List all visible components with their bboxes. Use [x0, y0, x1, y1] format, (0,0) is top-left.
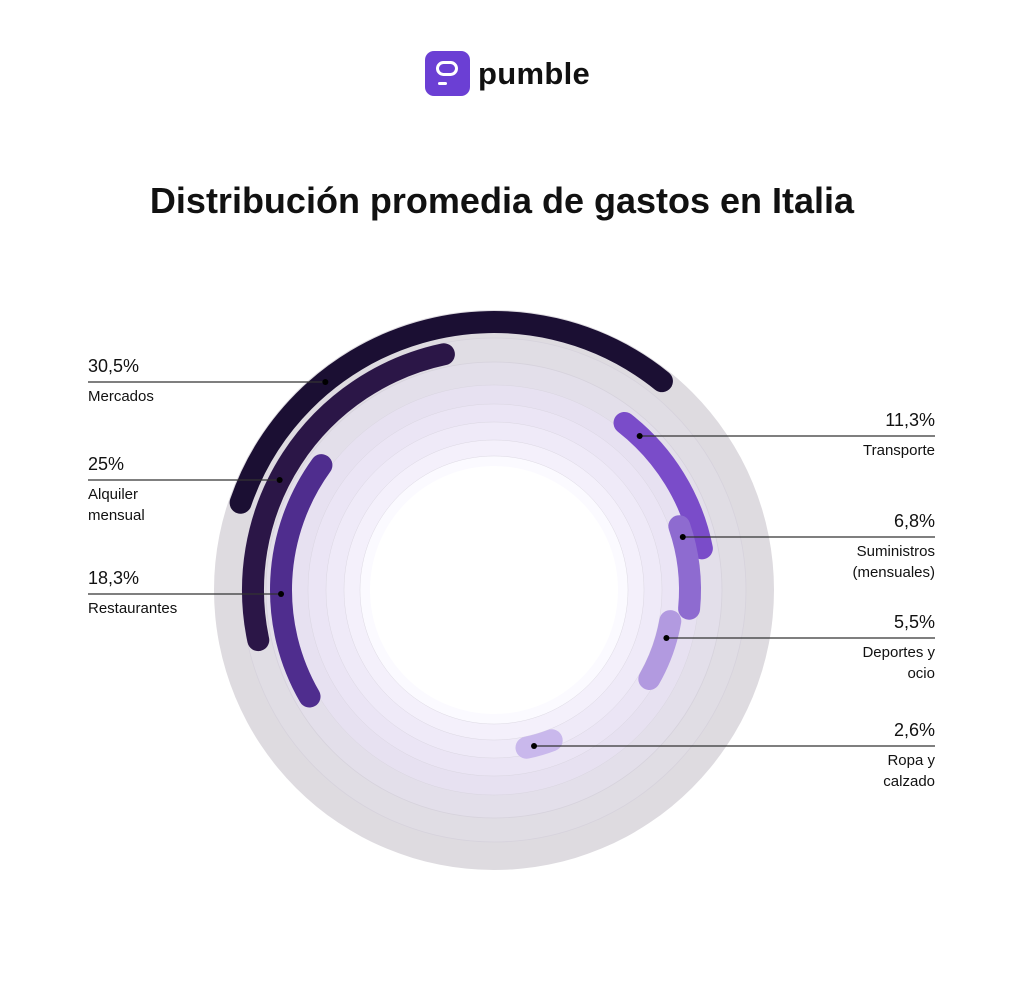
chart-center — [370, 466, 618, 714]
leader-dot — [322, 379, 329, 385]
value-label: 11,3% — [885, 410, 935, 430]
leader-dot — [679, 534, 686, 540]
value-label: 25% — [88, 454, 125, 474]
bar-deportes-y-ocio — [638, 610, 682, 690]
logo-text: pumble — [478, 55, 591, 91]
bar-ropa-y-calzado — [515, 729, 563, 759]
category-label: Deportes y — [862, 644, 935, 661]
pumble-logo: pumble — [425, 51, 590, 96]
category-label: calzado — [883, 773, 935, 790]
value-label: 2,6% — [893, 720, 935, 740]
leader-dot — [531, 743, 538, 749]
data-label: 11,3% Transporte — [863, 409, 935, 461]
category-label: Alquiler — [88, 486, 139, 503]
value-label: 18,3% — [88, 568, 140, 588]
category-label: Ropa y — [887, 752, 935, 769]
chart-title: Distribución promedia de gastos en Itali… — [149, 180, 855, 221]
category-label: mensual — [88, 507, 145, 524]
bar-mercados — [229, 311, 673, 514]
category-label: Transporte — [863, 442, 935, 459]
bar-alquiler-mensual — [242, 343, 455, 652]
leader-dot — [636, 433, 643, 439]
leader-dot — [663, 635, 670, 641]
bar-suministros-mensuales- — [668, 515, 701, 620]
pumble-logo-icon — [425, 51, 470, 96]
data-label: 2,6% Ropa y calzado — [883, 719, 935, 792]
data-label: 5,5% Deportes y ocio — [862, 611, 935, 684]
data-label: 18,3% Restaurantes — [88, 567, 177, 619]
data-label: 30,5% Mercados — [88, 355, 154, 407]
category-label: (mensuales) — [852, 564, 935, 581]
value-label: 5,5% — [893, 612, 935, 632]
value-label: 30,5% — [88, 356, 140, 376]
bar-restaurantes — [270, 454, 333, 708]
category-label: ocio — [907, 665, 935, 682]
data-label: 25% Alquiler mensual — [88, 453, 145, 526]
value-label: 6,8% — [893, 511, 935, 531]
category-label: Restaurantes — [88, 600, 178, 617]
category-label: Mercados — [88, 388, 154, 405]
leader-dot — [278, 591, 285, 597]
data-label: 6,8% Suministros (mensuales) — [852, 510, 935, 583]
category-label: Suministros — [856, 543, 935, 560]
leader-dot — [276, 477, 283, 483]
